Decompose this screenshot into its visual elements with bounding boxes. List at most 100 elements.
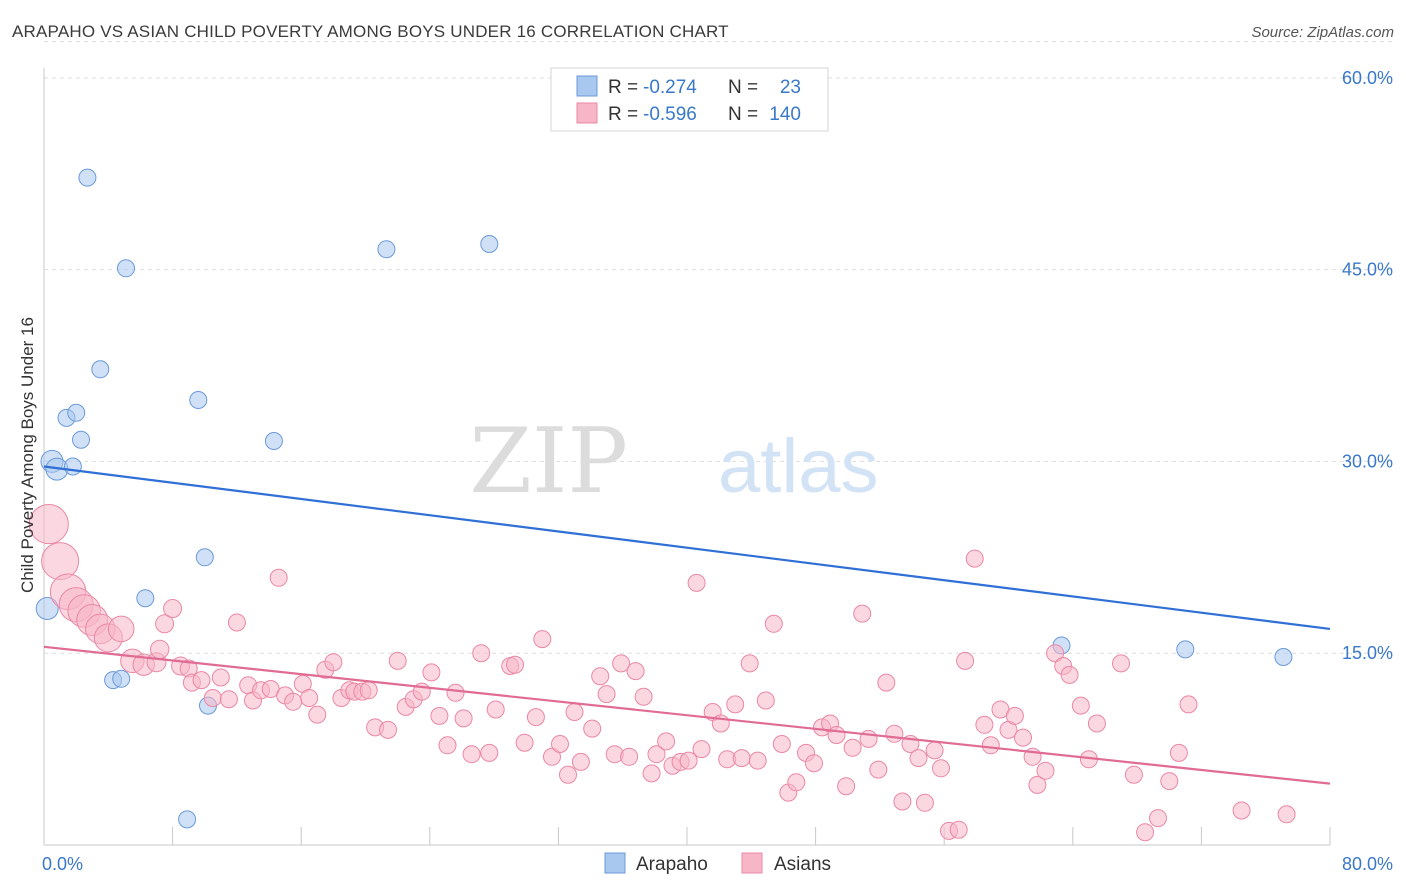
point-asians-131 <box>1124 765 1143 784</box>
point-asians-13 <box>163 599 183 618</box>
point-arapaho-8 <box>264 432 283 450</box>
point-asians-127 <box>1071 696 1090 715</box>
point-asians-112 <box>949 820 968 839</box>
point-asians-130 <box>1112 654 1130 673</box>
point-arapaho-7 <box>67 403 86 422</box>
y-tick-label-3: 60.0% <box>1342 68 1393 88</box>
point-asians-53 <box>480 743 499 762</box>
point-asians-60 <box>543 747 561 766</box>
point-asians-65 <box>583 719 602 738</box>
point-asians-19 <box>203 689 222 707</box>
point-asians-116 <box>981 736 1000 755</box>
point-asians-56 <box>506 655 524 674</box>
series-arapaho-points <box>35 168 1293 829</box>
point-asians-134 <box>1160 772 1179 791</box>
point-asians-22 <box>227 613 246 632</box>
point-asians-100 <box>853 604 872 623</box>
point-asians-78 <box>679 751 698 770</box>
point-asians-138 <box>1277 805 1296 824</box>
point-asians-49 <box>446 683 465 702</box>
trend-lines <box>43 465 1331 785</box>
point-asians-58 <box>526 708 545 727</box>
y-axis-label: Child Poverty Among Boys Under 16 <box>18 317 37 593</box>
point-asians-12 <box>155 614 175 634</box>
point-asians-8 <box>107 615 135 643</box>
watermark-atlas: atlas <box>718 424 879 509</box>
point-asians-107 <box>909 749 928 768</box>
axes <box>43 68 1331 846</box>
point-arapaho-9 <box>72 430 90 449</box>
point-asians-62 <box>559 765 577 784</box>
point-asians-47 <box>430 706 449 725</box>
y-tick-label-1: 30.0% <box>1342 451 1393 471</box>
point-asians-20 <box>211 668 230 687</box>
point-asians-0 <box>28 504 69 545</box>
point-asians-54 <box>486 700 505 719</box>
watermark-zip: ZIP <box>469 409 628 514</box>
point-arapaho-3 <box>480 235 499 253</box>
point-asians-120 <box>1014 728 1032 747</box>
point-asians-51 <box>462 745 481 764</box>
point-asians-18 <box>192 671 211 690</box>
x-tick-label-min: 0.0% <box>42 854 83 874</box>
chart-title: ARAPAHO VS ASIAN CHILD POVERTY AMONG BOY… <box>12 22 729 41</box>
y-tick-labels: 15.0% 30.0% 45.0% 60.0% <box>1342 68 1393 663</box>
point-asians-84 <box>726 695 745 714</box>
point-asians-66 <box>591 667 610 686</box>
point-asians-110 <box>932 759 950 778</box>
point-asians-113 <box>956 651 975 670</box>
point-asians-52 <box>472 644 491 663</box>
bottom-legend-swatch-arapaho <box>604 852 626 874</box>
point-asians-31 <box>300 689 319 707</box>
bottom-legend: Arapaho Asians <box>604 852 831 875</box>
legend-r-value-arapaho: -0.274 <box>643 77 697 98</box>
point-asians-85 <box>732 749 751 768</box>
point-arapaho-2 <box>377 240 396 259</box>
point-arapaho-0 <box>78 168 97 187</box>
point-asians-32 <box>308 705 327 724</box>
trend-line-arapaho <box>43 465 1331 631</box>
point-asians-74 <box>647 745 666 764</box>
y-tick-label-0: 15.0% <box>1342 643 1393 663</box>
point-asians-124 <box>1046 644 1065 663</box>
point-asians-99 <box>843 738 862 757</box>
point-asians-90 <box>772 735 791 753</box>
point-asians-136 <box>1179 695 1198 714</box>
series-asians-points <box>28 504 1296 842</box>
point-arapaho-20 <box>1176 640 1195 659</box>
source-label: Source: ZipAtlas.com <box>1251 24 1394 41</box>
watermark: ZIP atlas <box>469 409 878 514</box>
legend-swatch-asians <box>576 102 598 124</box>
point-asians-61 <box>551 735 569 753</box>
point-asians-64 <box>571 752 590 771</box>
bottom-legend-swatch-asians <box>741 852 763 874</box>
point-asians-46 <box>422 663 441 682</box>
point-asians-109 <box>925 741 944 760</box>
point-asians-71 <box>626 662 645 681</box>
point-asians-137 <box>1232 801 1251 820</box>
y-tick-label-2: 45.0% <box>1342 260 1393 280</box>
point-asians-79 <box>687 573 706 592</box>
point-asians-94 <box>805 754 823 773</box>
point-asians-97 <box>827 726 846 744</box>
point-asians-50 <box>454 709 473 728</box>
point-asians-48 <box>438 736 457 755</box>
point-asians-67 <box>597 685 616 704</box>
bottom-legend-label-asians: Asians <box>774 854 831 875</box>
legend-r-value-asians: -0.596 <box>643 104 697 125</box>
legend-n-value-asians: 140 <box>769 104 801 125</box>
x-tick-labels: 0.0% 80.0% <box>42 854 1393 874</box>
legend-n-label-arapaho: N = <box>728 77 758 98</box>
legend-r-label-asians: R = <box>608 104 638 125</box>
point-asians-42 <box>388 651 407 670</box>
point-asians-115 <box>975 715 994 734</box>
point-arapaho-22 <box>178 810 197 829</box>
trend-line-asians <box>43 645 1331 785</box>
point-asians-75 <box>657 732 676 751</box>
point-asians-80 <box>692 740 711 759</box>
bottom-legend-label-arapaho: Arapaho <box>636 854 708 875</box>
point-asians-104 <box>885 724 904 743</box>
legend-swatch-arapaho <box>576 75 598 97</box>
legend-n-label-asians: N = <box>728 104 758 125</box>
point-arapaho-4 <box>91 360 110 379</box>
